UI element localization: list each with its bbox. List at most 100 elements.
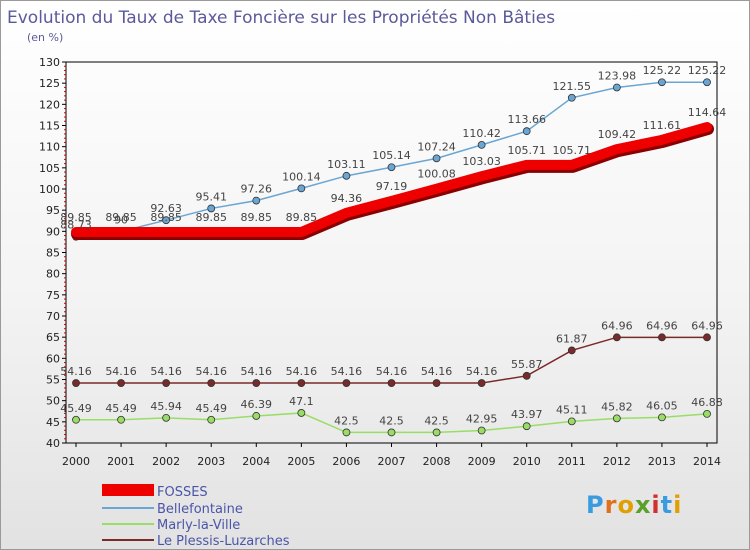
data-point [162, 413, 171, 422]
data-label: 89.85 [105, 211, 137, 224]
data-point [252, 412, 261, 420]
data-label: 45.11 [556, 403, 588, 416]
data-point [342, 379, 351, 387]
logo-letter: t [660, 491, 674, 519]
data-label: 97.26 [241, 183, 273, 196]
y-tick-label: 105 [39, 162, 60, 175]
data-point [612, 83, 621, 92]
data-point [72, 415, 80, 424]
data-label: 42.5 [334, 414, 359, 427]
proxiti-logo: Proxiti [586, 491, 682, 519]
x-tick-label: 2014 [693, 455, 721, 468]
data-label: 64.96 [691, 319, 723, 332]
data-label: 100.14 [282, 170, 321, 183]
y-tick-label: 50 [46, 395, 60, 408]
data-point [703, 409, 711, 418]
x-tick-label: 2003 [197, 455, 225, 468]
data-label: 94.36 [331, 192, 363, 205]
y-tick-label: 55 [46, 374, 60, 387]
data-label: 107.24 [417, 140, 456, 153]
data-label: 61.87 [556, 332, 588, 345]
x-tick-label: 2005 [287, 455, 315, 468]
y-tick-label: 125 [39, 77, 60, 90]
data-label: 105.71 [507, 144, 546, 157]
logo-letter: P [586, 491, 605, 519]
data-point [342, 428, 351, 437]
y-tick-label: 45 [46, 416, 60, 429]
data-label: 92.63 [150, 202, 182, 215]
data-label: 121.55 [553, 80, 592, 93]
data-point [432, 154, 441, 163]
data-point [567, 417, 576, 426]
data-point [297, 409, 306, 417]
data-point [387, 428, 396, 437]
data-label: 45.94 [150, 400, 182, 413]
data-labels: 54.16 54.16 54.16 54.16 54.16 54.16 54.16 54.16… [60, 64, 726, 427]
data-point [252, 379, 261, 387]
logo-letter: r [604, 491, 618, 519]
data-point [252, 196, 261, 205]
y-tick-label: 65 [46, 331, 60, 344]
data-label: 54.16 [286, 365, 318, 378]
data-point [162, 216, 171, 225]
y-tick-label: 120 [39, 98, 60, 111]
data-label: 100.08 [417, 168, 456, 181]
data-label: 95.41 [195, 190, 227, 203]
logo-letter: o [617, 491, 635, 519]
logo-letter: i [651, 491, 661, 519]
data-label: 46.39 [241, 398, 273, 411]
data-label: 89.85 [150, 211, 182, 224]
data-label: 43.97 [511, 408, 543, 421]
y-tick-label: 85 [46, 247, 60, 260]
data-label: 103.03 [462, 155, 501, 168]
data-label: 54.16 [195, 365, 227, 378]
data-label: 46.88 [691, 396, 723, 409]
data-label: 88.73 [60, 219, 92, 232]
series-layer [71, 78, 714, 437]
data-point [432, 379, 441, 387]
data-label: 105.14 [372, 149, 411, 162]
data-label: 54.16 [331, 365, 363, 378]
data-point [432, 428, 441, 437]
y-tick-label: 90 [46, 225, 60, 238]
data-label: 97.19 [376, 180, 408, 193]
data-point [703, 333, 711, 342]
y-tick-label: 110 [39, 141, 60, 154]
data-label: 45.49 [60, 402, 92, 415]
data-label: 110.42 [462, 127, 501, 140]
data-point [658, 78, 666, 87]
data-point [162, 379, 171, 387]
data-label: 54.16 [105, 365, 137, 378]
data-label: 64.96 [646, 319, 678, 332]
data-point [567, 93, 576, 102]
data-point [567, 346, 576, 355]
x-tick-label: 2010 [513, 455, 541, 468]
data-label: 45.49 [105, 402, 137, 415]
data-label: 105.71 [553, 144, 592, 157]
data-point [297, 379, 306, 387]
data-point [207, 415, 216, 424]
y-tick-label: 80 [46, 268, 60, 281]
legend-label: Le Plessis-Luzarches [157, 534, 290, 549]
data-point [612, 333, 621, 342]
data-label: 89.85 [286, 211, 318, 224]
data-label: 47.1 [289, 395, 314, 408]
data-point [387, 163, 396, 172]
x-tick-label: 2001 [107, 455, 135, 468]
data-point [658, 413, 666, 422]
data-point [658, 333, 666, 342]
data-label: 125.22 [643, 64, 682, 77]
x-tick-label: 2000 [62, 455, 90, 468]
data-label: 55.87 [511, 358, 543, 371]
x-tick-label: 2002 [152, 455, 180, 468]
data-label: 45.49 [195, 402, 227, 415]
data-label: 42.5 [424, 414, 449, 427]
data-label: 114.64 [688, 106, 727, 119]
legend-label: FOSSES [157, 485, 208, 500]
logo-letter: x [634, 491, 652, 519]
y-tick-label: 130 [39, 56, 60, 69]
data-point [297, 184, 306, 193]
data-point [477, 140, 486, 149]
data-label: 89.85 [195, 211, 227, 224]
